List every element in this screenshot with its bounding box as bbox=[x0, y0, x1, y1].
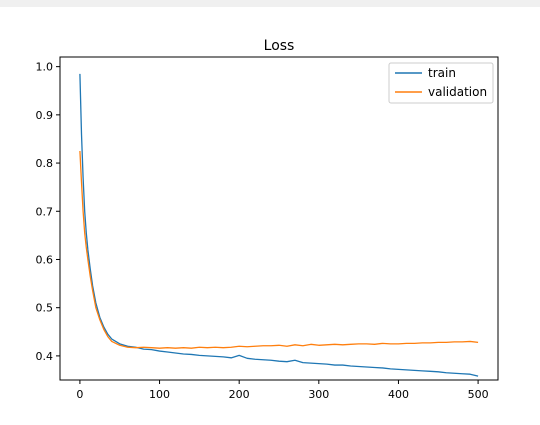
series-line-train bbox=[79, 73, 479, 377]
y-tick-label: 0.7 bbox=[36, 205, 54, 218]
x-tick-label: 400 bbox=[388, 388, 409, 401]
y-tick-label: 1.0 bbox=[36, 61, 54, 74]
ticks-layer: 0 100 200 300 400 500 0.4 0.5 0.6 0.7 0.8 0.9 1.0 bbox=[36, 61, 489, 401]
x-tick-label: 100 bbox=[149, 388, 170, 401]
y-tick-label: 0.5 bbox=[36, 302, 54, 315]
window-top-strip bbox=[0, 0, 540, 7]
plot-frame bbox=[59, 56, 499, 381]
y-tick-label: 0.9 bbox=[36, 109, 54, 122]
y-tick-label: 0.6 bbox=[36, 253, 54, 266]
y-tick-label: 0.8 bbox=[36, 157, 54, 170]
legend: train validation bbox=[388, 62, 494, 104]
x-tick-label: 200 bbox=[229, 388, 250, 401]
x-tick-label: 0 bbox=[76, 388, 83, 401]
legend-train-label: train bbox=[428, 66, 456, 80]
x-tick-label: 300 bbox=[308, 388, 329, 401]
x-tick-label: 500 bbox=[468, 388, 489, 401]
y-tick-label: 0.4 bbox=[36, 350, 54, 363]
chart-title: Loss bbox=[264, 38, 295, 54]
series-layer bbox=[79, 73, 479, 377]
series-line-validation bbox=[79, 150, 479, 349]
legend-validation-label: validation bbox=[428, 85, 487, 99]
